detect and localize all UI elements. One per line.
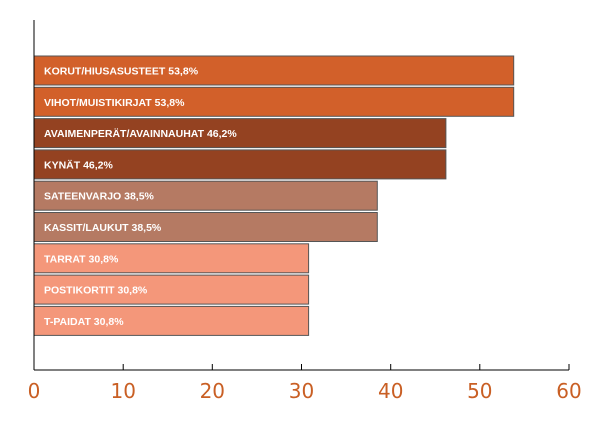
bar-label: VIHOT/MUISTIKIRJAT 53,8% [44, 97, 185, 109]
bar-label: SATEENVARJO 38,5% [44, 191, 155, 203]
bar-label: T-PAIDAT 30,8% [44, 316, 124, 328]
bar-item: KYNÄT 46,2% [33, 149, 447, 180]
bar-item: TARRAT 30,8% [33, 243, 310, 274]
bar [33, 118, 447, 149]
bar-item: AVAIMENPERÄT/AVAINNAUHAT 46,2% [33, 118, 447, 149]
x-tick-label: 40 [378, 379, 403, 403]
bar-item: SATEENVARJO 38,5% [33, 180, 378, 211]
bar [33, 86, 515, 117]
x-tick-label: 10 [110, 379, 135, 403]
bar-item: POSTIKORTIT 30,8% [33, 274, 310, 305]
bar [33, 149, 447, 180]
x-tick-label: 0 [28, 379, 41, 403]
x-tick-group: 0 10 20 30 40 50 60 [28, 364, 582, 403]
bar-item: T-PAIDAT 30,8% [33, 305, 310, 336]
bar-item: VIHOT/MUISTIKIRJAT 53,8% [33, 86, 515, 117]
bar-label: TARRAT 30,8% [44, 253, 119, 265]
bar-item: KORUT/HIUSASUSTEET 53,8% [33, 55, 515, 86]
bar [33, 180, 378, 211]
x-tick-label: 60 [556, 379, 581, 403]
bar-label: KASSIT/LAUKUT 38,5% [44, 222, 162, 234]
bar [33, 243, 310, 274]
bar-label: KYNÄT 46,2% [44, 158, 114, 171]
bar [33, 55, 515, 86]
x-tick-label: 20 [200, 379, 225, 403]
x-tick-label: 30 [289, 379, 314, 403]
bar-label: KORUT/HIUSASUSTEET 53,8% [44, 66, 199, 78]
bar-label: POSTIKORTIT 30,8% [44, 285, 148, 297]
bars-group: KORUT/HIUSASUSTEET 53,8% VIHOT/MUISTIKIRJ… [33, 55, 515, 336]
bar-label: AVAIMENPERÄT/AVAINNAUHAT 46,2% [44, 127, 237, 140]
x-tick-label: 50 [467, 379, 492, 403]
bar-item: KASSIT/LAUKUT 38,5% [33, 212, 378, 242]
